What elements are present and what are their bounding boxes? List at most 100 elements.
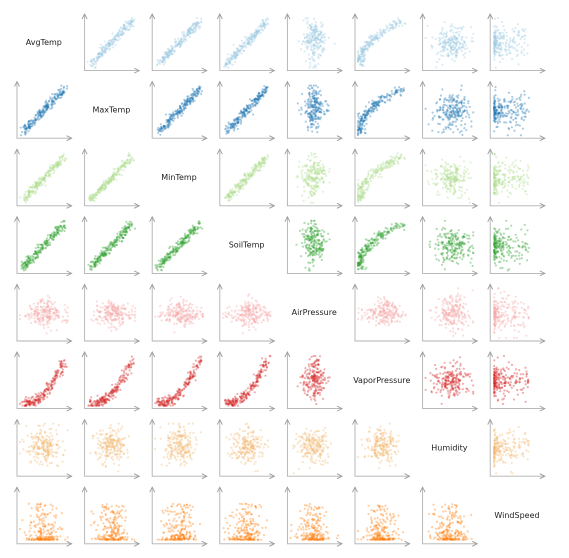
data-point bbox=[179, 44, 182, 47]
data-point bbox=[120, 32, 123, 35]
data-point bbox=[108, 42, 111, 45]
data-point bbox=[181, 31, 184, 34]
data-point bbox=[509, 169, 512, 172]
data-point bbox=[363, 115, 367, 118]
data-point bbox=[309, 201, 312, 204]
data-point bbox=[191, 24, 194, 27]
data-point bbox=[122, 32, 125, 36]
data-point bbox=[493, 115, 496, 118]
data-point bbox=[177, 110, 180, 113]
data-point bbox=[447, 126, 450, 129]
data-point bbox=[504, 174, 507, 177]
data-point bbox=[375, 171, 378, 174]
data-point bbox=[454, 116, 457, 119]
data-point bbox=[443, 21, 446, 24]
data-point bbox=[306, 40, 309, 44]
data-point bbox=[301, 175, 304, 178]
data-point bbox=[173, 40, 176, 43]
data-point bbox=[119, 33, 122, 36]
data-point bbox=[321, 51, 324, 54]
data-point bbox=[445, 104, 448, 107]
data-point bbox=[498, 106, 501, 109]
data-point bbox=[108, 252, 111, 255]
data-point bbox=[129, 22, 132, 25]
data-point bbox=[315, 117, 318, 120]
data-point bbox=[157, 60, 160, 63]
data-point bbox=[316, 122, 319, 125]
data-point bbox=[32, 255, 35, 259]
data-point bbox=[161, 56, 164, 59]
data-point bbox=[34, 250, 37, 253]
data-point bbox=[446, 114, 449, 117]
data-point bbox=[514, 175, 517, 178]
data-point bbox=[307, 33, 310, 37]
data-point bbox=[312, 201, 315, 204]
data-point bbox=[134, 227, 137, 230]
data-point bbox=[465, 188, 468, 191]
data-point bbox=[36, 187, 39, 190]
data-point bbox=[494, 89, 497, 92]
data-point bbox=[23, 262, 26, 265]
data-point bbox=[438, 193, 441, 196]
data-point bbox=[187, 33, 190, 36]
data-point bbox=[177, 37, 180, 40]
data-point bbox=[92, 58, 95, 61]
data-point bbox=[23, 127, 26, 130]
data-point bbox=[108, 48, 111, 51]
data-point bbox=[363, 45, 366, 48]
data-point bbox=[462, 53, 465, 57]
data-point bbox=[118, 37, 121, 40]
data-point bbox=[500, 106, 503, 109]
data-point bbox=[449, 128, 452, 131]
data-point bbox=[521, 29, 524, 32]
data-point bbox=[61, 90, 64, 93]
data-point bbox=[393, 86, 396, 89]
data-point bbox=[265, 86, 268, 89]
data-point bbox=[321, 166, 324, 169]
data-point bbox=[454, 164, 457, 167]
data-point bbox=[107, 249, 110, 252]
data-point bbox=[183, 40, 186, 43]
data-point bbox=[301, 169, 304, 172]
data-point bbox=[108, 47, 112, 51]
data-point bbox=[450, 23, 453, 26]
data-point bbox=[183, 38, 186, 41]
data-point bbox=[195, 88, 199, 91]
cell-AvgTemp-AvgTemp: AvgTemp bbox=[26, 38, 62, 47]
data-point bbox=[166, 52, 169, 55]
data-point bbox=[99, 43, 102, 46]
data-point bbox=[188, 30, 191, 33]
data-point bbox=[123, 165, 126, 168]
data-point bbox=[504, 178, 507, 181]
data-point bbox=[307, 53, 310, 56]
data-point bbox=[171, 53, 174, 56]
data-point bbox=[499, 169, 502, 172]
data-point bbox=[65, 87, 69, 90]
data-point bbox=[380, 100, 384, 103]
data-point bbox=[174, 42, 177, 46]
data-point bbox=[426, 180, 429, 183]
data-point bbox=[445, 190, 448, 193]
data-point bbox=[173, 117, 176, 120]
data-point bbox=[302, 185, 306, 188]
data-point bbox=[307, 173, 310, 176]
data-point bbox=[188, 29, 191, 32]
data-point bbox=[370, 109, 373, 112]
data-point bbox=[244, 46, 248, 49]
data-point bbox=[227, 195, 230, 198]
data-point bbox=[130, 159, 133, 162]
data-point bbox=[298, 160, 301, 163]
data-point bbox=[250, 38, 254, 41]
data-point bbox=[316, 86, 319, 89]
data-point bbox=[184, 38, 187, 41]
data-point bbox=[158, 59, 162, 62]
data-point bbox=[191, 94, 194, 98]
data-point bbox=[444, 38, 447, 41]
data-point bbox=[316, 172, 319, 175]
data-point bbox=[393, 93, 396, 96]
data-point bbox=[193, 22, 196, 26]
data-point bbox=[386, 162, 389, 165]
data-point bbox=[452, 31, 455, 34]
data-point bbox=[106, 180, 109, 183]
data-point bbox=[39, 114, 42, 117]
